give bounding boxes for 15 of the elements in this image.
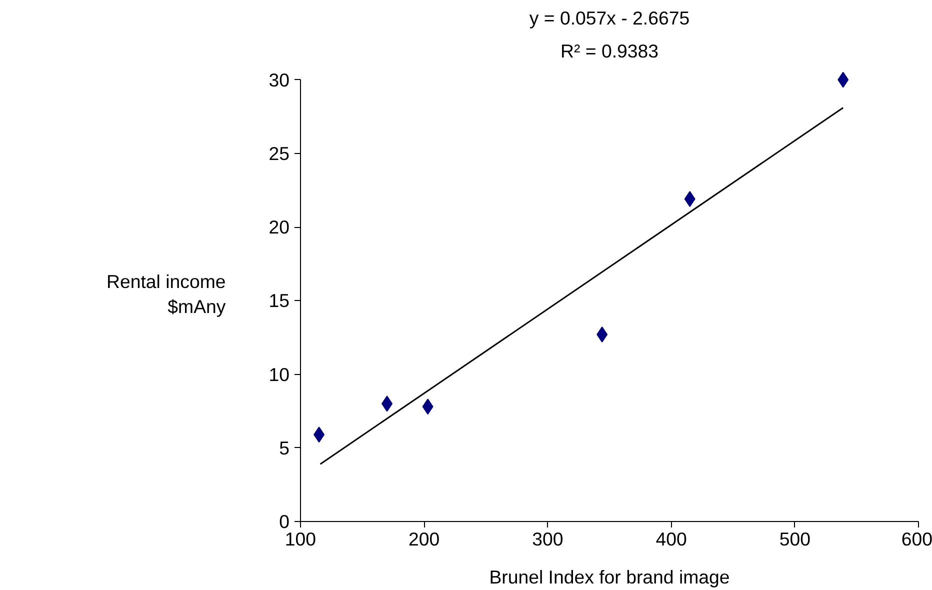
x-tick-label: 300 xyxy=(532,528,564,550)
y-tick-label: 15 xyxy=(268,290,290,312)
x-tick-label: 400 xyxy=(656,528,687,550)
x-tick-label: 200 xyxy=(408,528,440,550)
x-tick-label: 600 xyxy=(901,528,932,550)
y-tick-label: 20 xyxy=(268,216,290,238)
y-tick-label: 25 xyxy=(268,142,290,164)
x-tick-label: 500 xyxy=(779,528,810,550)
text: y = 0.057x - 2.6675 xyxy=(529,8,690,28)
y-tick-label: 10 xyxy=(268,364,290,385)
y-axis-title: Rental income $mAny xyxy=(106,270,226,318)
y-tick-label: 5 xyxy=(279,437,290,458)
text: R² = 0.9383 xyxy=(560,40,659,62)
y-tick-label: 30 xyxy=(268,69,290,90)
x-axis-title: Brunel Index for brand image xyxy=(489,566,730,588)
